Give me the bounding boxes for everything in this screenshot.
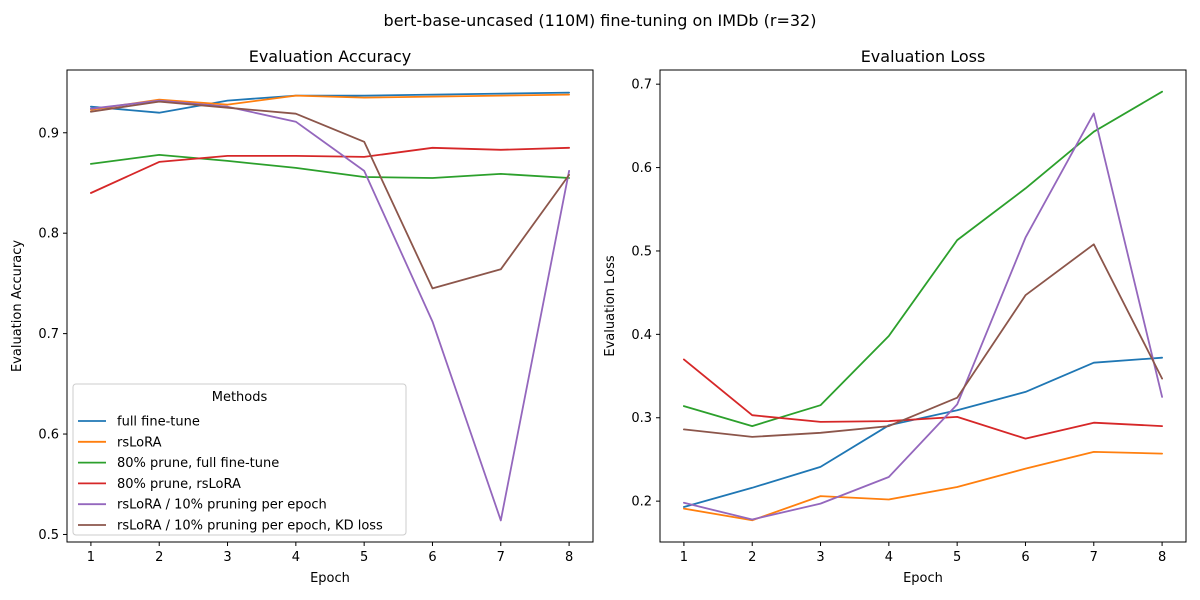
accuracy-x-tick-label: 6 [428, 550, 436, 565]
loss-title: Evaluation Loss [861, 47, 986, 66]
loss-series-line-5 [683, 243, 1163, 438]
loss-y-tick-label: 0.2 [631, 495, 652, 510]
accuracy-x-tick-label: 8 [565, 550, 573, 565]
legend-box [72, 383, 407, 536]
loss-x-tick-label: 7 [1090, 550, 1098, 565]
accuracy-axes-frame [66, 69, 594, 543]
accuracy-y-tick-label: 0.7 [38, 327, 59, 342]
accuracy-x-tick-label: 3 [223, 550, 231, 565]
loss-y-axis-label: Evaluation Loss [603, 255, 618, 356]
accuracy-y-axis-label: Evaluation Accuracy [10, 240, 25, 372]
loss-x-tick-label: 3 [816, 550, 824, 565]
accuracy-y-tick-label: 0.5 [38, 528, 59, 543]
loss-x-tick-label: 8 [1158, 550, 1166, 565]
loss-series-line-2 [683, 90, 1163, 428]
legend-title: Methods [212, 390, 268, 405]
legend-entry-3: 80% prune, rsLoRA [117, 477, 241, 492]
loss-y-tick-label: 0.5 [631, 244, 652, 259]
accuracy-title: Evaluation Accuracy [249, 47, 412, 66]
accuracy-x-tick-label: 5 [360, 550, 368, 565]
loss-series-line-0 [683, 356, 1163, 508]
loss-y-tick-label: 0.7 [631, 78, 652, 93]
legend-entry-0: full fine-tune [117, 415, 200, 430]
loss-axes-frame [659, 69, 1187, 543]
accuracy-x-tick-label: 2 [155, 550, 163, 565]
legend-entry-2: 80% prune, full fine-tune [117, 456, 279, 471]
figure-suptitle: bert-base-uncased (110M) fine-tuning on … [384, 11, 817, 30]
loss-x-tick-label: 2 [748, 550, 756, 565]
legend: Methods full fine-tune rsLoRA 80% prune, fu… [72, 383, 407, 536]
loss-series-line-4 [683, 112, 1163, 521]
loss-series-line-3 [683, 358, 1163, 440]
accuracy-x-axis-label: Epoch [310, 571, 350, 586]
accuracy-x-tick-label: 4 [292, 550, 300, 565]
accuracy-series-line-4 [90, 99, 570, 522]
loss-x-tick-label: 4 [885, 550, 893, 565]
loss-y-tick-label: 0.4 [631, 328, 652, 343]
accuracy-x-tick-label: 1 [87, 550, 95, 565]
loss-x-axis-label: Epoch [903, 571, 943, 586]
loss-x-tick-label: 6 [1021, 550, 1029, 565]
loss-y-tick-label: 0.3 [631, 411, 652, 426]
loss-panel: Evaluation Loss 1 2 3 4 5 6 7 8 0.2 0.3 0.4 0.5 0.6 0.… [603, 47, 1187, 586]
loss-x-tick-label: 5 [953, 550, 961, 565]
accuracy-series-line-0 [90, 91, 570, 114]
accuracy-y-tick-label: 0.6 [38, 428, 59, 443]
loss-y-tick-label: 0.6 [631, 161, 652, 176]
accuracy-panel: Evaluation Accuracy 1 2 3 4 5 6 7 8 0.5 0.6 0.7 0.8 0… [10, 47, 594, 586]
legend-entry-4: rsLoRA / 10% pruning per epoch [117, 498, 327, 513]
accuracy-series-line-2 [90, 153, 570, 179]
legend-entry-5: rsLoRA / 10% pruning per epoch, KD loss [117, 519, 383, 534]
accuracy-series-line-1 [90, 93, 570, 111]
accuracy-series-line-3 [90, 146, 570, 194]
accuracy-x-tick-label: 7 [497, 550, 505, 565]
loss-x-tick-label: 1 [680, 550, 688, 565]
accuracy-y-tick-label: 0.9 [38, 126, 59, 141]
accuracy-series-line-5 [90, 100, 570, 290]
legend-entry-1: rsLoRA [117, 435, 162, 450]
accuracy-y-tick-label: 0.8 [38, 227, 59, 242]
